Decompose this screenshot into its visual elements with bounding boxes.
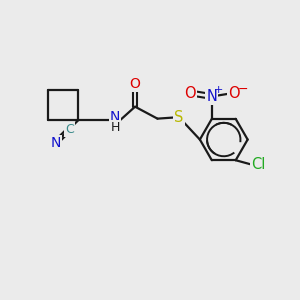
Text: O: O bbox=[228, 86, 240, 101]
Text: −: − bbox=[238, 82, 248, 95]
Text: N: N bbox=[50, 136, 61, 150]
Text: S: S bbox=[174, 110, 184, 125]
Text: O: O bbox=[130, 77, 140, 91]
Text: H: H bbox=[110, 121, 120, 134]
Text: C: C bbox=[65, 122, 74, 136]
Text: N: N bbox=[110, 110, 120, 124]
Text: +: + bbox=[214, 85, 223, 95]
Text: O: O bbox=[184, 86, 196, 101]
Text: N: N bbox=[206, 89, 217, 104]
Text: Cl: Cl bbox=[251, 157, 266, 172]
